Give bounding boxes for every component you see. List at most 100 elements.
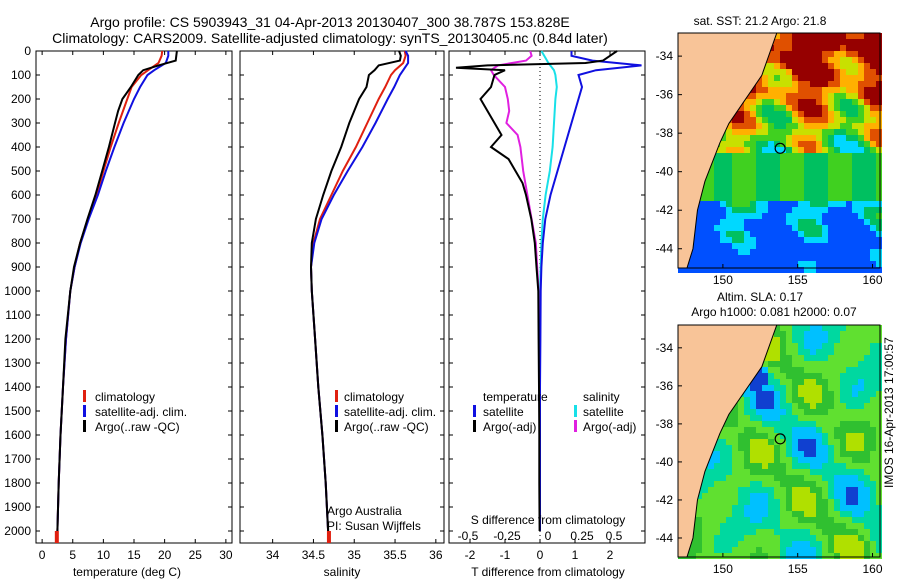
sst-cell [696,225,702,231]
sla-cell [828,427,834,433]
sst-cell [858,249,864,255]
sla-cell [816,451,822,457]
sst-cell [726,249,732,255]
sla-cell [768,511,774,517]
sla-cell [780,433,786,439]
sla-cell [834,475,840,481]
sst-cell [738,153,744,159]
sst-cell [858,153,864,159]
sla-cell [774,397,780,403]
temperature-xlabel: temperature (deg C) [73,565,181,579]
sla-cell [852,331,858,337]
sla-cell [846,373,852,379]
sla-cell [804,505,810,511]
sla-cell [870,469,876,475]
sla-cell [834,505,840,511]
sst-cell [870,81,876,87]
sla-cell [816,331,822,337]
temperature-legend-swatch-1 [83,405,86,417]
sla-cell [870,355,876,361]
sla-cell [774,385,780,391]
sst-cell [786,243,792,249]
sla-cell [828,361,834,367]
sst-cell [816,129,822,135]
legend-temperature-title: temperature [483,390,548,404]
temperature-panel: 0100200300400500600700800900100011001200… [4,44,233,562]
sst-cell [762,183,768,189]
sla-cell [804,553,810,559]
sst-cell [822,237,828,243]
sla-cell [864,433,870,439]
sla-cell [762,475,768,481]
sst-cell [798,201,804,207]
sla-cell [744,523,750,529]
sla-cell [816,535,822,541]
sst-cell [864,147,870,153]
depth-tick-label: 400 [11,140,31,154]
sla-cell [732,469,738,475]
sst-cell [774,249,780,255]
sst-cell [840,45,846,51]
sst-cell [756,135,762,141]
sla-cell [870,415,876,421]
sla-cell [768,541,774,547]
sla-cell [846,547,852,553]
sla-cell [852,403,858,409]
sla-cell [792,475,798,481]
sst-cell [798,129,804,135]
sst-cell [756,129,762,135]
sst-cell [870,231,876,237]
sla-cell [798,403,804,409]
sla-cell [738,535,744,541]
sla-cell [780,505,786,511]
sla-cell [816,529,822,535]
sla-cell [858,397,864,403]
sst-cell [864,261,870,267]
sla-cell [774,451,780,457]
sla-cell [864,475,870,481]
sla-cell [804,463,810,469]
sla-cell [846,337,852,343]
series-t-satellite [539,51,642,531]
sla-cell [696,505,702,511]
sst-cell [810,99,816,105]
sla-cell [738,505,744,511]
sla-cell [738,475,744,481]
sst-cell [714,243,720,249]
sst-cell [834,33,840,39]
sla-cell [780,523,786,529]
sla-cell [762,445,768,451]
sla-cell [732,409,738,415]
depth-tick-label: 1700 [4,452,31,466]
sla-cell [834,517,840,523]
sla-cell [828,451,834,457]
sst-cell [852,93,858,99]
sla-cell [870,379,876,385]
temperature-bottom-marker [54,531,59,543]
sla-cell [774,547,780,553]
sst-cell [792,111,798,117]
sla-cell [798,415,804,421]
sla-cell [810,487,816,493]
sst-cell [750,261,756,267]
sst-cell [876,81,882,87]
sla-cell [744,517,750,523]
sla-cell [876,475,882,481]
sla-cell [780,541,786,547]
sla-cell [822,463,828,469]
sla-cell [792,445,798,451]
sla-cell [810,481,816,487]
sla-cell [732,541,738,547]
sla-cell [786,529,792,535]
sla-cell [762,463,768,469]
sst-cell [798,153,804,159]
sst-cell [786,261,792,267]
sla-cell [738,487,744,493]
sst-cell [846,75,852,81]
sla-cell [780,415,786,421]
sst-cell [732,135,738,141]
sla-cell [696,553,702,559]
sla-cell [768,457,774,463]
sla-cell [852,415,858,421]
sst-cell [846,267,852,273]
